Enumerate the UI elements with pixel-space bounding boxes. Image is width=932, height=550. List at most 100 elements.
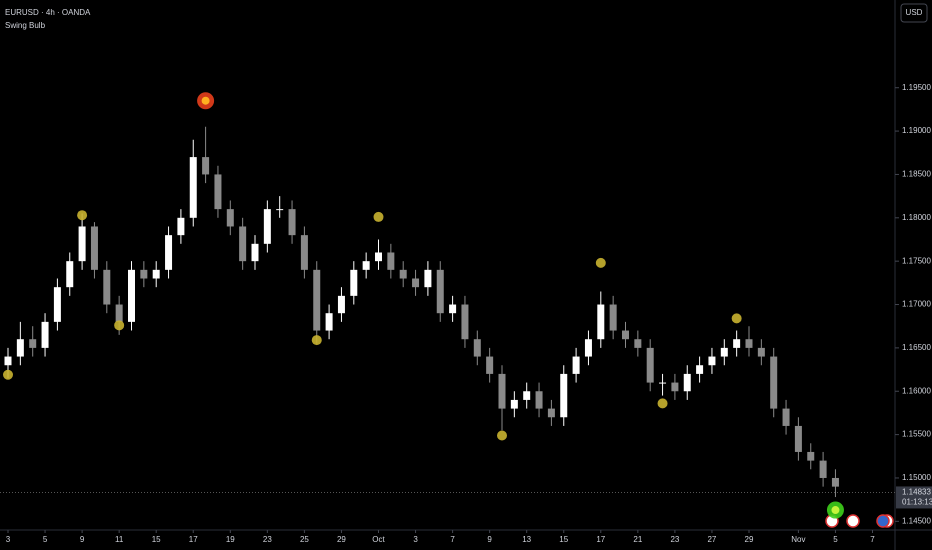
x-tick-label: 9 [80,535,85,544]
candle-body [66,261,74,288]
y-tick-label: 1.15000 [902,473,931,482]
candle-body [41,321,49,348]
y-tick-label: 1.17500 [902,256,931,265]
y-tick-label: 1.16500 [902,343,931,352]
x-tick-label: 23 [263,535,272,544]
candle-body [288,209,296,236]
candle-body [276,209,284,211]
candle-body [115,304,123,322]
candle-body [337,295,345,314]
candle-body [597,304,605,340]
candle-body [226,209,234,227]
last-price-box [896,486,932,509]
candle-body [794,425,802,452]
candle-body [189,157,197,218]
x-tick-label: 25 [300,535,309,544]
candle-body [807,451,815,461]
y-tick-label: 1.19000 [902,126,931,135]
candle-body [412,278,420,288]
candle-body [461,304,469,340]
y-tick-label: 1.17000 [902,300,931,309]
candle-body [263,209,271,244]
x-tick-label: 21 [633,535,642,544]
candle-body [745,339,753,348]
candle-body [424,269,432,288]
candle-body [782,408,790,426]
candle-body [671,382,679,392]
x-tick-label: 17 [189,535,198,544]
candle-body [90,226,98,270]
candle-body [498,373,506,409]
y-tick-label: 1.15500 [902,430,931,439]
swing-bulb [595,257,606,268]
candle-body [720,347,728,357]
event-icons [825,514,894,528]
candle-body [733,339,741,348]
swing-bulb [497,430,507,441]
candle-body [486,356,494,374]
x-tick-label: 19 [226,535,235,544]
candle-body [214,174,222,210]
candle-body [29,339,37,348]
event-icon[interactable] [846,514,860,528]
x-tick-label: 17 [596,535,605,544]
candle-body [770,356,778,409]
swing-bulb [373,211,384,222]
y-tick-label: 1.16000 [902,386,931,395]
currency-box[interactable] [900,3,928,23]
event-icon[interactable] [876,514,890,528]
candle-body [560,373,568,418]
x-tick-label: 7 [450,535,455,544]
candle-body [387,252,395,270]
candle-body [239,226,247,262]
candle-body [634,339,642,348]
candle-body [152,269,160,279]
swing-bulb [657,398,668,409]
chart-title: EURUSD · 4h · OANDA [5,8,91,17]
x-tick-label: 5 [833,535,838,544]
candle-body [584,339,592,357]
y-tick-label: 1.19500 [902,83,931,92]
candle-body [53,287,61,322]
swing-bulb [77,210,88,221]
candle-body [202,157,210,175]
x-tick-label: 29 [337,535,346,544]
candle-body [313,269,321,331]
candle-body [300,235,308,270]
candle-body [165,235,173,270]
candle-body [757,347,765,357]
indicator-name: Swing Bulb [5,21,46,30]
x-tick-label: 15 [559,535,568,544]
candle-body [350,269,358,296]
candle-body [535,391,543,409]
candle-body [547,408,555,418]
last-price-label: 1.14833 [902,488,931,497]
x-tick-label: 5 [43,535,48,544]
swing-bulb [731,313,742,324]
candle-body [399,269,407,279]
x-tick-label: 13 [522,535,531,544]
y-tick-label: 1.18500 [902,170,931,179]
candle-body [659,382,667,384]
currency[interactable]: USD [906,8,923,17]
candle-body [375,252,382,262]
candle-body [362,261,370,270]
candle-body [436,269,444,314]
candle-body [473,339,481,357]
candle-body [128,269,135,322]
candle-body [523,391,531,400]
x-tick-label: 3 [413,535,418,544]
x-tick-label: 9 [487,535,492,544]
candle-body [708,356,716,366]
x-tick-label: 7 [870,535,875,544]
candle-body [103,269,111,305]
candle-body [251,243,259,262]
y-tick-label: 1.14500 [902,516,931,525]
x-tick-label: 15 [152,535,161,544]
x-tick-label: 23 [670,535,679,544]
candle-body [622,330,629,340]
x-tick-label: Oct [372,535,385,544]
candle-body [325,313,333,331]
